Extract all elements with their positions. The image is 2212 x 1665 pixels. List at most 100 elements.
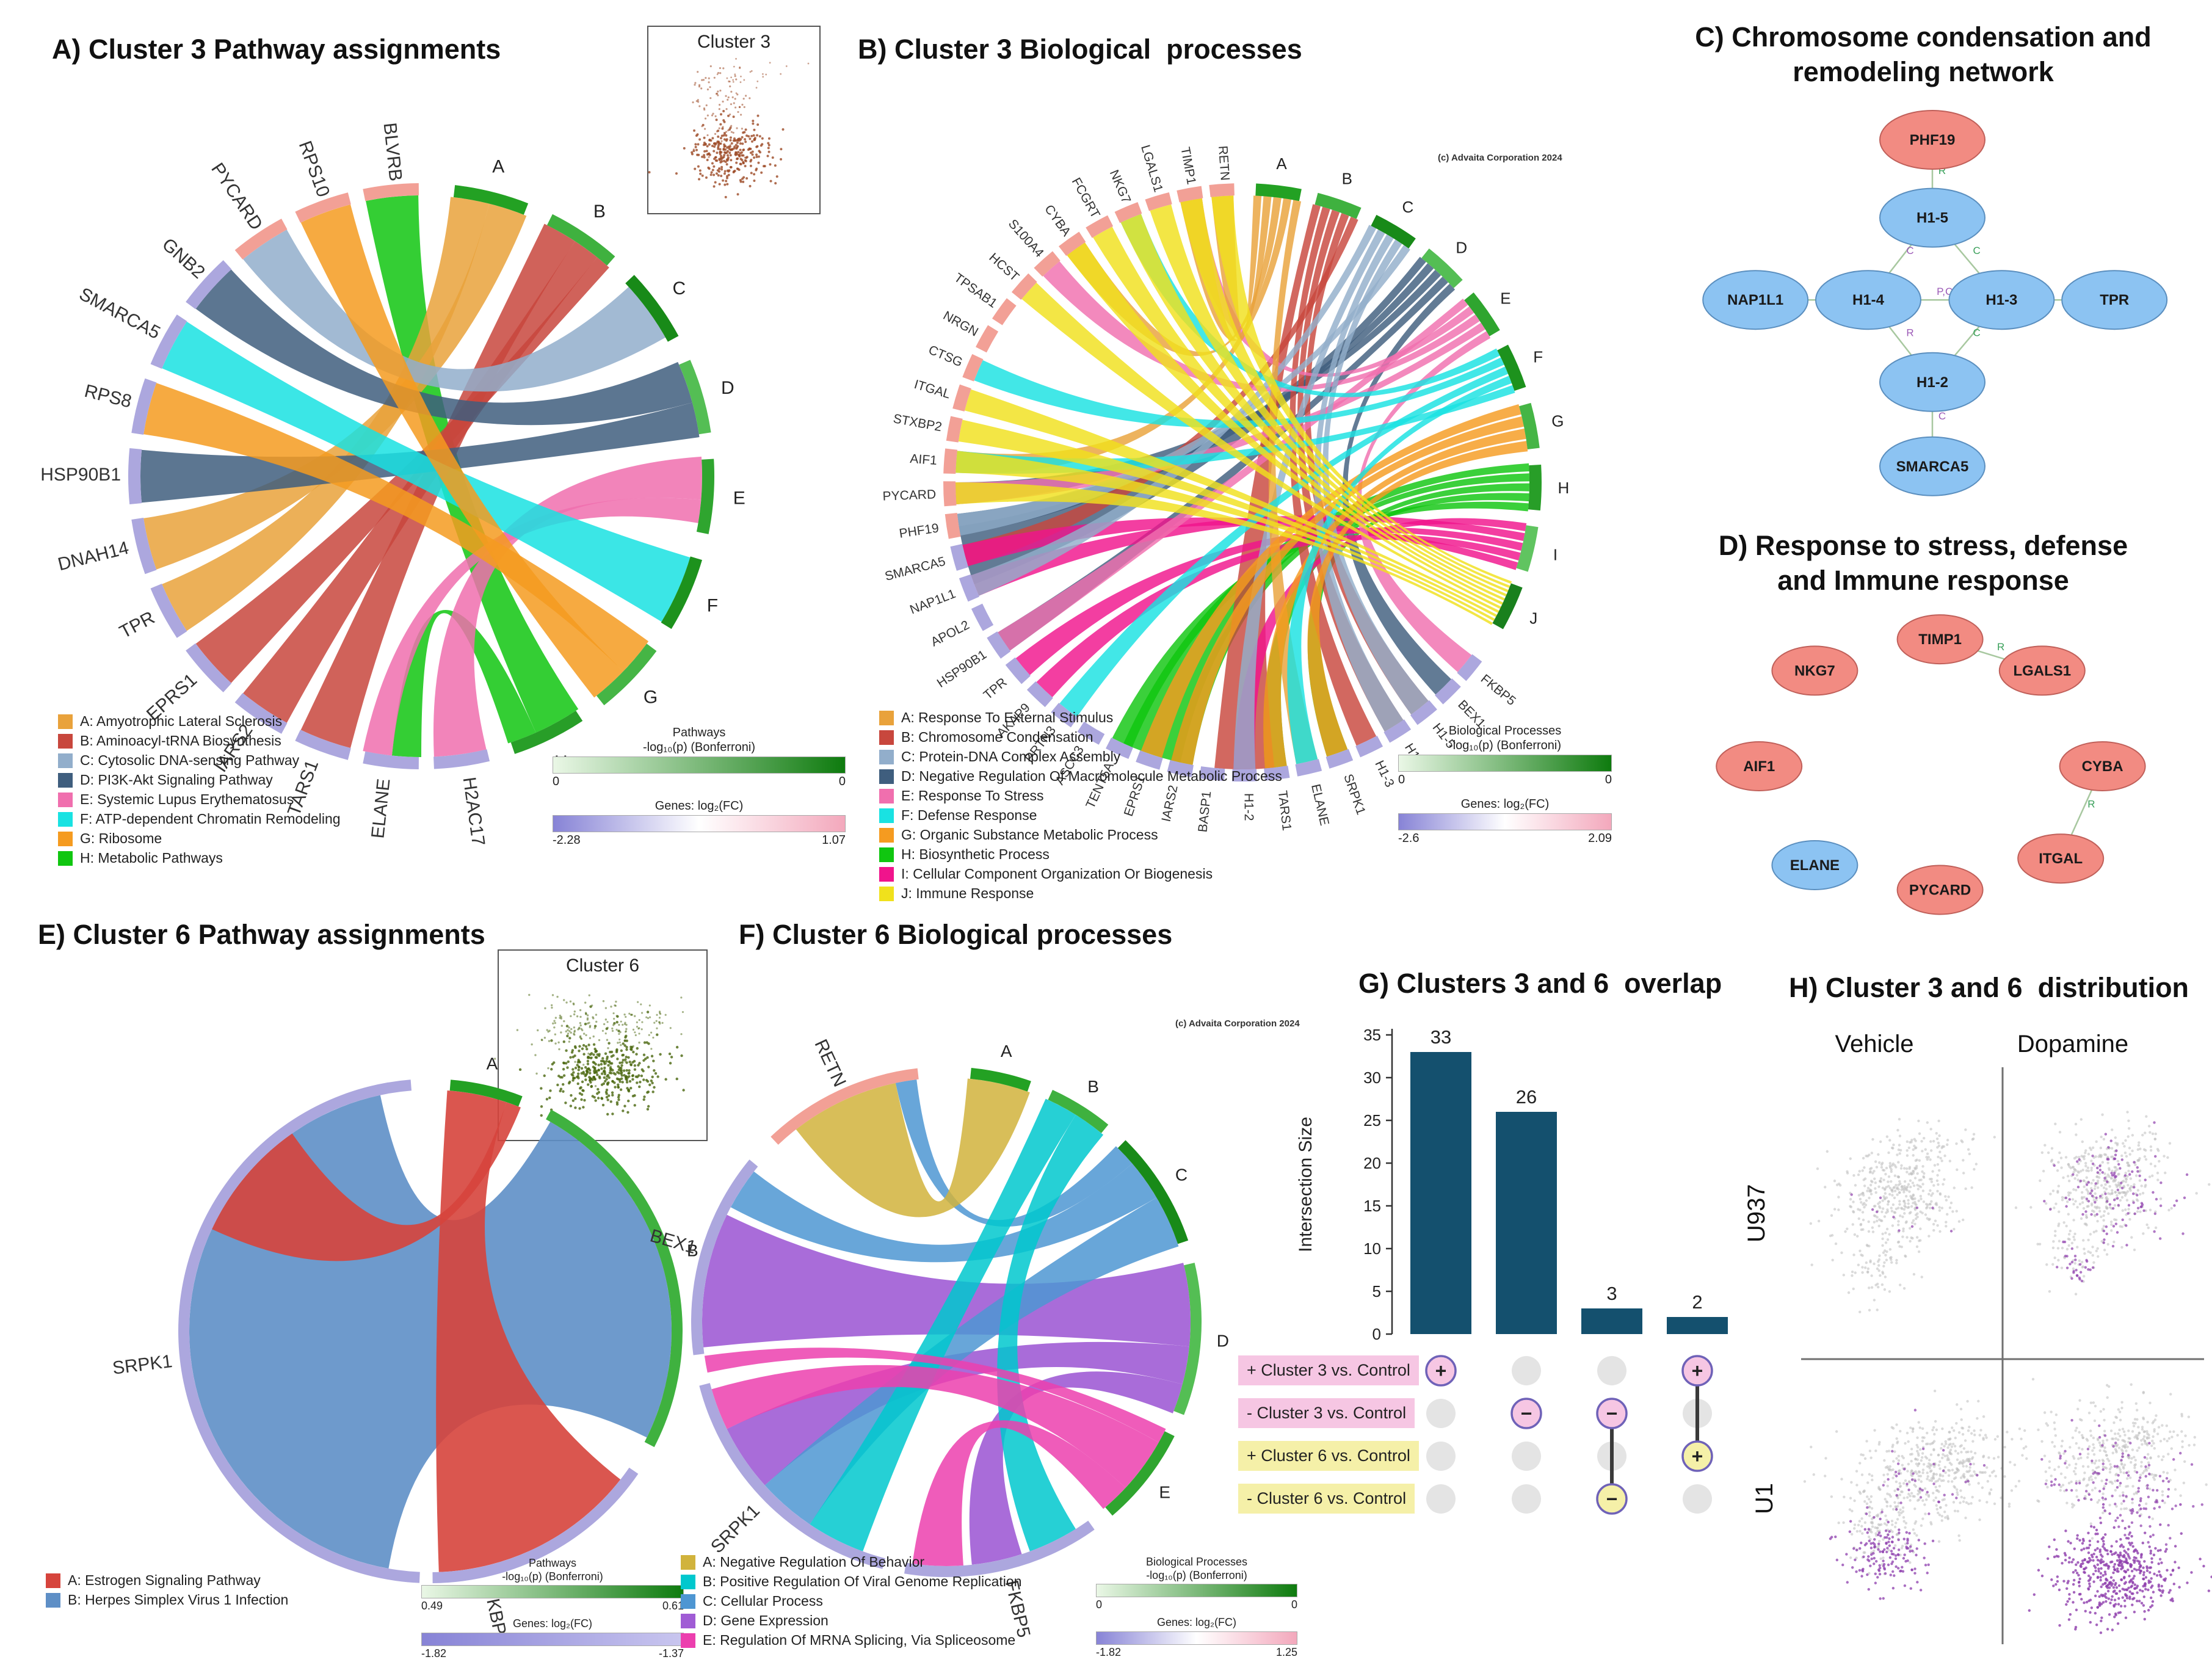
legend-label: G: Organic Substance Metabolic Process <box>901 827 1158 843</box>
chord-ribbon-J <box>956 482 1493 625</box>
scatter-point <box>2097 1567 2100 1570</box>
scatter-point <box>698 169 702 172</box>
scatter-point <box>626 1087 629 1090</box>
scatter-point <box>582 1053 586 1056</box>
sector-letter-E: E <box>1500 289 1510 307</box>
scatter-point <box>2139 1500 2142 1503</box>
scatter-point <box>627 1100 630 1103</box>
scatter-point <box>1851 1223 1854 1226</box>
scatter-point <box>2108 1167 2111 1170</box>
scatter-point <box>2130 1592 2133 1595</box>
copyright-note-f: (c) Advaita Corporation 2024 <box>1175 1018 1300 1029</box>
scatter-point <box>2080 1565 2083 1569</box>
row-label-u1: U1 <box>1751 1482 1778 1514</box>
scatter-point <box>2121 1455 2124 1458</box>
scatter-point <box>2075 1480 2078 1483</box>
scatter-point <box>1933 1390 1937 1393</box>
scatter-point <box>2133 1464 2136 1467</box>
scatter-point <box>1898 1191 1901 1194</box>
scatter-point <box>2086 1190 2090 1193</box>
scatter-point <box>1935 1507 1938 1511</box>
scatter-point <box>2149 1148 2153 1152</box>
scatter-point <box>1949 1453 1953 1456</box>
gene-label-S100A4: S100A4 <box>1006 217 1046 260</box>
scatter-point <box>2078 1431 2081 1434</box>
scatter-point <box>2089 1268 2092 1271</box>
chord-ribbon-D <box>140 402 700 503</box>
scatter-point <box>2156 1171 2159 1175</box>
scatter-point <box>2033 1593 2036 1596</box>
scatter-point <box>620 1044 622 1047</box>
scatter-point <box>625 1048 628 1051</box>
scatter-point <box>2132 1424 2136 1427</box>
scatter-point <box>2063 1551 2067 1555</box>
scatter-point <box>1937 1183 1940 1186</box>
scatter-point <box>1904 1202 1907 1205</box>
scatter-point <box>2075 1563 2078 1566</box>
scatter-point <box>1895 1533 1899 1536</box>
scatter-point <box>1931 1428 1934 1432</box>
scatter-point <box>2060 1445 2063 1448</box>
scatter-point <box>2105 1195 2108 1199</box>
scatter-point <box>2152 1435 2155 1438</box>
scatter-point <box>2142 1209 2145 1213</box>
scatter-point <box>2091 1194 2094 1197</box>
scatter-point <box>1921 1439 1924 1443</box>
scatter-point <box>2127 1208 2130 1211</box>
scatter-point <box>647 1090 650 1094</box>
scatter-point <box>1896 1128 1899 1132</box>
scatter-point <box>2119 1482 2122 1485</box>
scatter-point <box>2038 1242 2042 1246</box>
gene-label-NAP1L1: NAP1L1 <box>908 587 957 617</box>
scatter-point <box>2199 1558 2202 1561</box>
scatter-point <box>1901 1565 1904 1569</box>
scatter-point <box>2149 1131 2152 1134</box>
gene-arc-BLVRB <box>363 183 419 201</box>
scatter-point <box>2131 1430 2134 1433</box>
scatter-point <box>1926 1121 1929 1124</box>
scatter-point <box>2110 1545 2113 1548</box>
scatter-point <box>2092 1199 2095 1202</box>
scatter-point <box>2167 1591 2170 1594</box>
scatter-point <box>2009 1460 2012 1464</box>
scatter-point <box>2065 1603 2068 1606</box>
scatter-point <box>648 1016 651 1018</box>
scatter-point <box>1915 1553 1918 1557</box>
scatter-point <box>1908 1166 1912 1169</box>
chord-ribbon-C <box>730 1163 1157 1263</box>
scatter-point <box>612 1072 615 1075</box>
scatter-point <box>1924 1493 1928 1496</box>
scatter-point <box>615 1103 619 1106</box>
scatter-point <box>1984 1471 1987 1474</box>
scatter-point <box>729 148 731 151</box>
scatter-point <box>2139 1507 2142 1511</box>
scatter-point <box>2133 1248 2136 1252</box>
scatter-point <box>2163 1437 2166 1441</box>
legend-swatch <box>681 1554 695 1570</box>
scatter-point <box>2092 1526 2096 1529</box>
row-label-u937: U937 <box>1743 1184 1770 1242</box>
scatter-point <box>1897 1206 1900 1210</box>
scatter-point <box>2210 1575 2212 1578</box>
scatter-point <box>1945 1504 1948 1507</box>
scatter-point <box>2158 1159 2161 1163</box>
scatter-point <box>2070 1418 2073 1422</box>
scatter-point <box>2099 1443 2102 1447</box>
scatter-point <box>2148 1545 2151 1548</box>
scatter-point <box>1932 1139 1935 1143</box>
scatter-point <box>1938 1134 1941 1137</box>
scatter-point <box>2127 1183 2130 1187</box>
scatter-point <box>2165 1424 2169 1427</box>
scatter-point <box>1953 1429 1956 1432</box>
node-ELANE <box>1771 840 1858 890</box>
scatter-point <box>2118 1484 2122 1487</box>
scatter-point <box>1926 1471 1929 1475</box>
scatter-point <box>703 150 706 153</box>
scatter-point <box>1880 1166 1884 1169</box>
scatter-point <box>2053 1206 2056 1210</box>
scatter-point <box>741 136 744 139</box>
scatter-point <box>2123 1440 2127 1443</box>
scatter-point <box>1902 1516 1906 1519</box>
color-scales-b: Biological Processes -log₁₀(p) (Bonferron… <box>1398 724 1612 855</box>
scatter-point <box>1906 1140 1909 1143</box>
